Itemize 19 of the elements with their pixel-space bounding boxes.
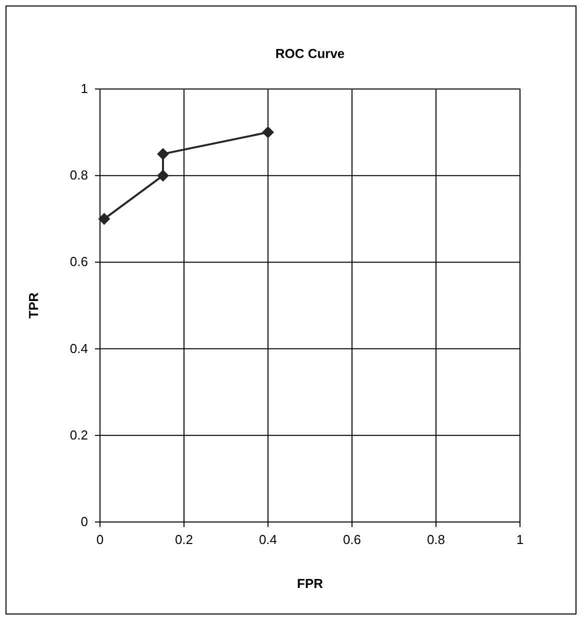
y-axis-title: TPR <box>26 292 41 318</box>
chart-title: ROC Curve <box>275 46 345 61</box>
point <box>157 148 169 160</box>
x-tick-label: 0.6 <box>342 532 362 547</box>
point <box>98 212 110 225</box>
y-tick-label: 1 <box>80 81 88 96</box>
x-tick-label: 0.8 <box>426 532 446 547</box>
y-tick-label: 0 <box>80 514 88 529</box>
y-tick-label: 0.2 <box>70 427 88 442</box>
x-tick-label: 0 <box>96 532 104 547</box>
x-tick-label: 0.4 <box>258 532 278 547</box>
point <box>262 126 274 138</box>
x-tick-label: 1 <box>516 532 524 547</box>
y-tick-label: 0.4 <box>70 340 88 356</box>
x-axis-title: FPR <box>297 576 324 591</box>
y-tick-label: 0.8 <box>70 168 88 183</box>
point <box>157 170 169 182</box>
x-tick-label: 0.2 <box>174 532 194 547</box>
y-tick-label: 0.6 <box>70 254 88 270</box>
